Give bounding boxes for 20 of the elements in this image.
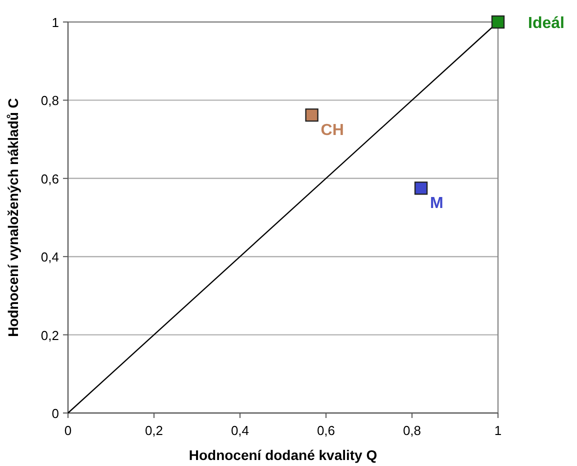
x-tick-label: 0,6 — [316, 423, 336, 438]
y-tick-label: 1 — [52, 15, 59, 30]
point — [491, 15, 505, 29]
point — [414, 182, 428, 195]
x-tick-label: 0,8 — [402, 423, 422, 438]
y-tick-label: 0,4 — [40, 250, 59, 265]
y-tick-label: 0,2 — [40, 328, 59, 343]
x-tick-label: 0 — [64, 423, 72, 438]
x-tick-label: 1 — [494, 423, 502, 438]
x-axis-title: Hodnocení dodané kvality Q — [188, 447, 378, 463]
y-axis-title: Hodnocení vynaložených nákladů C — [5, 98, 21, 337]
series-label: Ideál — [528, 15, 564, 32]
y-tick-label: 0,6 — [40, 171, 59, 186]
x-tick-label: 0,2 — [144, 423, 164, 438]
x-tick-label: 0,4 — [230, 423, 250, 438]
point — [305, 108, 318, 122]
series-label: M — [430, 195, 444, 212]
y-tick-label: 0,8 — [40, 93, 59, 108]
series-label: CH — [320, 122, 344, 140]
y-tick-label: 0 — [52, 406, 59, 421]
